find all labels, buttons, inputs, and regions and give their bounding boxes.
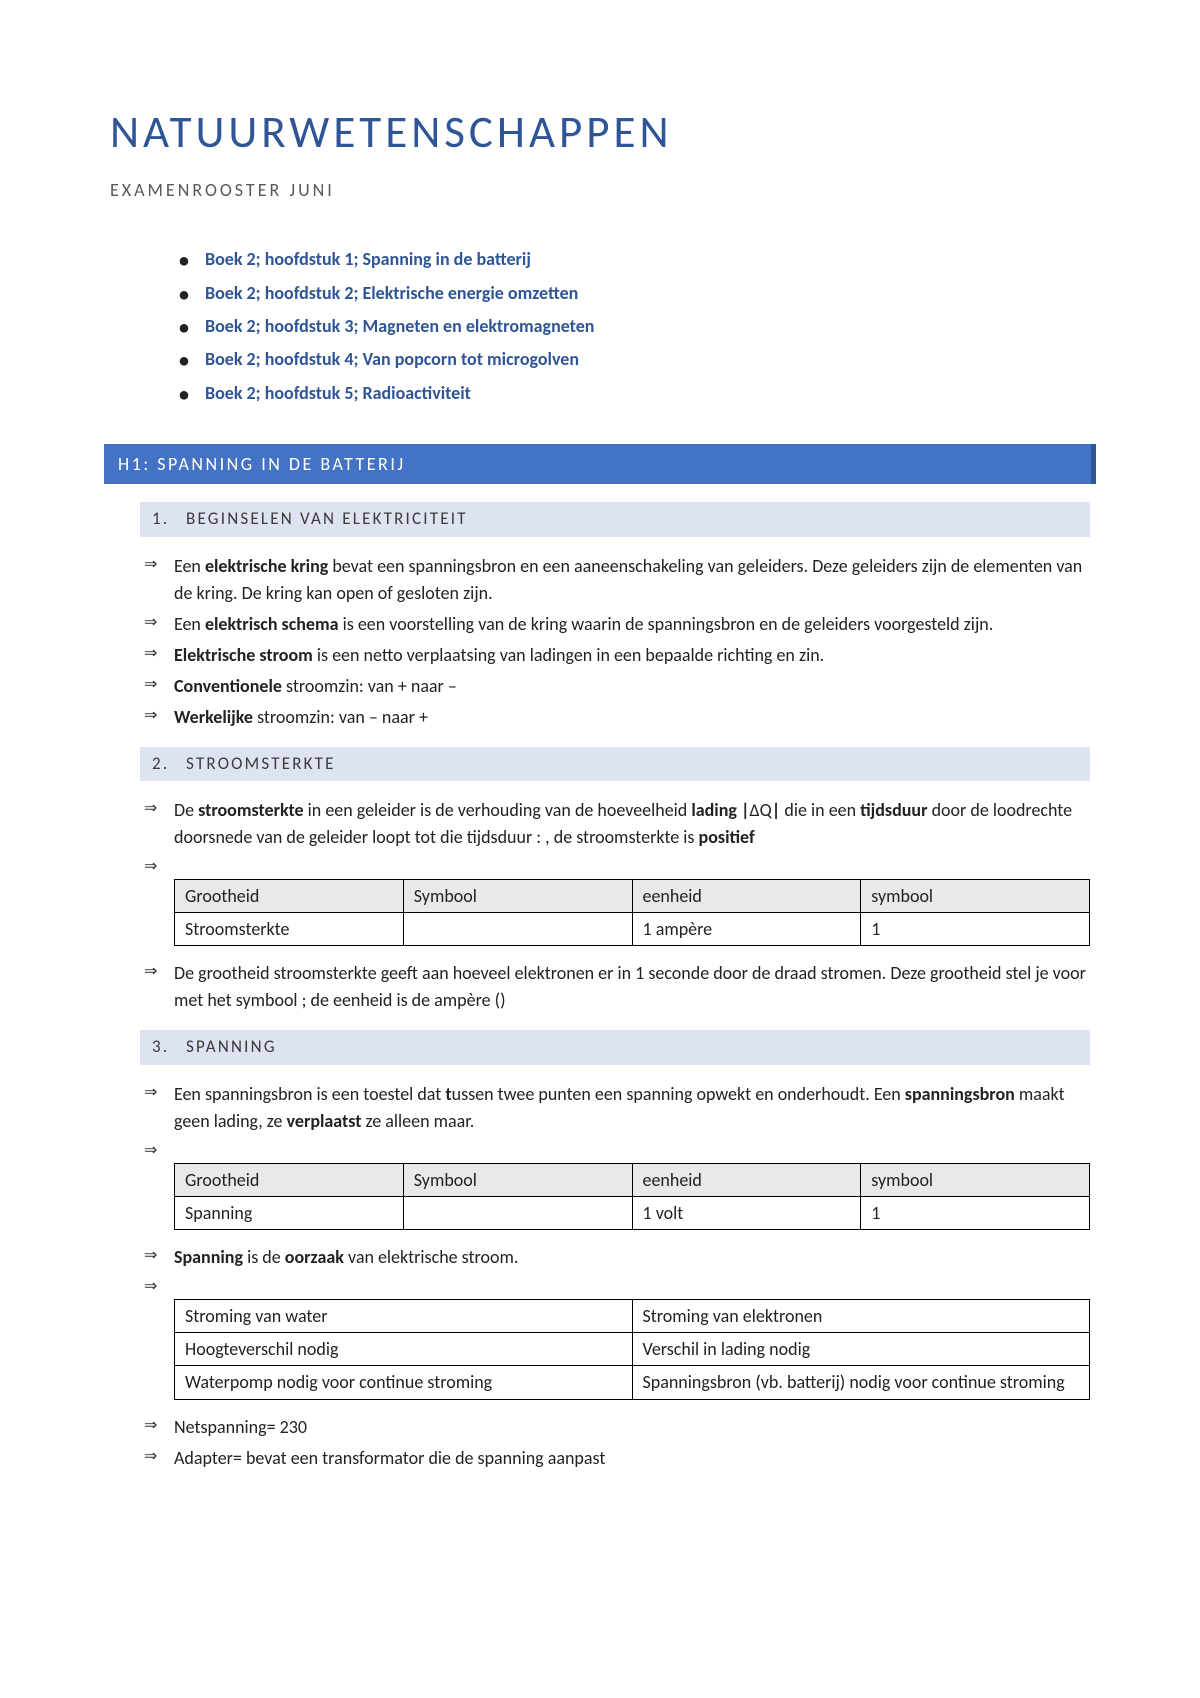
table-cell: Hoogteverschil nodig — [175, 1333, 633, 1366]
table-of-contents: Boek 2; hoofdstuk 1; Spanning in de batt… — [110, 243, 1090, 409]
table-cell — [403, 1197, 632, 1230]
table-header-cell: Grootheid — [175, 880, 404, 913]
section-2-list-a: De stroomsterkte in een geleider is de v… — [110, 795, 1090, 871]
table-header-cell: eenheid — [632, 1164, 861, 1197]
table-header-cell: eenheid — [632, 880, 861, 913]
toc-item: Boek 2; hoofdstuk 3; Magneten en elektro… — [205, 310, 1090, 343]
section-number: 3. — [152, 1035, 180, 1060]
section-heading-3: 3. SPANNING — [140, 1030, 1090, 1065]
table-header-cell: Symbool — [403, 1164, 632, 1197]
table-header-cell: Stroming van water — [175, 1300, 633, 1333]
table-header-cell: Symbool — [403, 880, 632, 913]
chapter-heading: H1: SPANNING IN DE BATTERIJ — [104, 444, 1096, 484]
table-header-cell: Grootheid — [175, 1164, 404, 1197]
table-cell: Stroomsterkte — [175, 913, 404, 946]
list-item: Werkelijke stroomzin: van – naar + — [174, 702, 1090, 733]
toc-item: Boek 2; hoofdstuk 2; Elektrische energie… — [205, 277, 1090, 310]
list-item — [174, 1137, 1090, 1155]
section-heading-2: 2. STROOMSTERKTE — [140, 747, 1090, 782]
list-item: Conventionele stroomzin: van + naar – — [174, 671, 1090, 702]
list-item — [174, 853, 1090, 871]
spanning-table: GrootheidSymbooleenheidsymbool Spanning 1 … — [174, 1163, 1090, 1230]
list-item: Een elektrisch schema is een voorstellin… — [174, 609, 1090, 640]
list-item: De stroomsterkte in een geleider is de v… — [174, 795, 1090, 853]
table-cell: Spanning — [175, 1197, 404, 1230]
table-header-cell: symbool — [861, 1164, 1090, 1197]
list-item: Adapter= bevat een transformator die de … — [174, 1443, 1090, 1474]
table-cell: Verschil in lading nodig — [632, 1333, 1090, 1366]
table-header-cell: symbool — [861, 880, 1090, 913]
table-header-cell: Stroming van elektronen — [632, 1300, 1090, 1333]
section-2-list-b: De grootheid stroomsterkte geeft aan hoe… — [110, 958, 1090, 1016]
section-title: BEGINSELEN VAN ELEKTRICITEIT — [186, 508, 468, 529]
section-3-list-c: Netspanning= 230 Adapter= bevat een tran… — [110, 1412, 1090, 1474]
list-item: De grootheid stroomsterkte geeft aan hoe… — [174, 958, 1090, 1016]
table-row: Spanning 1 volt1 — [175, 1197, 1090, 1230]
table-cell: 1 volt — [632, 1197, 861, 1230]
section-number: 2. — [152, 752, 180, 777]
list-item: Elektrische stroom is een netto verplaat… — [174, 640, 1090, 671]
section-title: STROOMSTERKTE — [186, 753, 336, 774]
table-cell: Spanningsbron (vb. batterij) nodig voor … — [632, 1366, 1090, 1399]
section-title: SPANNING — [186, 1036, 277, 1057]
section-number: 1. — [152, 507, 180, 532]
analogy-table: Stroming van waterStroming van elektrone… — [174, 1299, 1090, 1399]
section-1-list: Een elektrische kring bevat een spanning… — [110, 551, 1090, 733]
table-cell: Waterpomp nodig voor continue stroming — [175, 1366, 633, 1399]
list-item: Een elektrische kring bevat een spanning… — [174, 551, 1090, 609]
page-title: NATUURWETENSCHAPPEN — [110, 100, 1090, 165]
page-subtitle: EXAMENROOSTER JUNI — [110, 177, 1090, 203]
table-cell: 1 ampère — [632, 913, 861, 946]
toc-item: Boek 2; hoofdstuk 1; Spanning in de batt… — [205, 243, 1090, 276]
toc-item: Boek 2; hoofdstuk 4; Van popcorn tot mic… — [205, 343, 1090, 376]
list-item: Spanning is de oorzaak van elektrische s… — [174, 1242, 1090, 1273]
table-row: Hoogteverschil nodigVerschil in lading n… — [175, 1333, 1090, 1366]
section-3-list-a: Een spanningsbron is een toestel dat tus… — [110, 1079, 1090, 1155]
table-row: Stroomsterkte 1 ampère1 — [175, 913, 1090, 946]
list-item: Netspanning= 230 — [174, 1412, 1090, 1443]
table-cell: 1 — [861, 1197, 1090, 1230]
list-item: Een spanningsbron is een toestel dat tus… — [174, 1079, 1090, 1137]
table-row: Waterpomp nodig voor continue stromingSp… — [175, 1366, 1090, 1399]
section-3-list-b: Spanning is de oorzaak van elektrische s… — [110, 1242, 1090, 1291]
stroomsterkte-table: GrootheidSymbooleenheidsymboolStroomster… — [174, 879, 1090, 946]
section-heading-1: 1. BEGINSELEN VAN ELEKTRICITEIT — [140, 502, 1090, 537]
toc-item: Boek 2; hoofdstuk 5; Radioactiviteit — [205, 377, 1090, 410]
table-cell: 1 — [861, 913, 1090, 946]
table-cell — [403, 913, 632, 946]
list-item — [174, 1273, 1090, 1291]
